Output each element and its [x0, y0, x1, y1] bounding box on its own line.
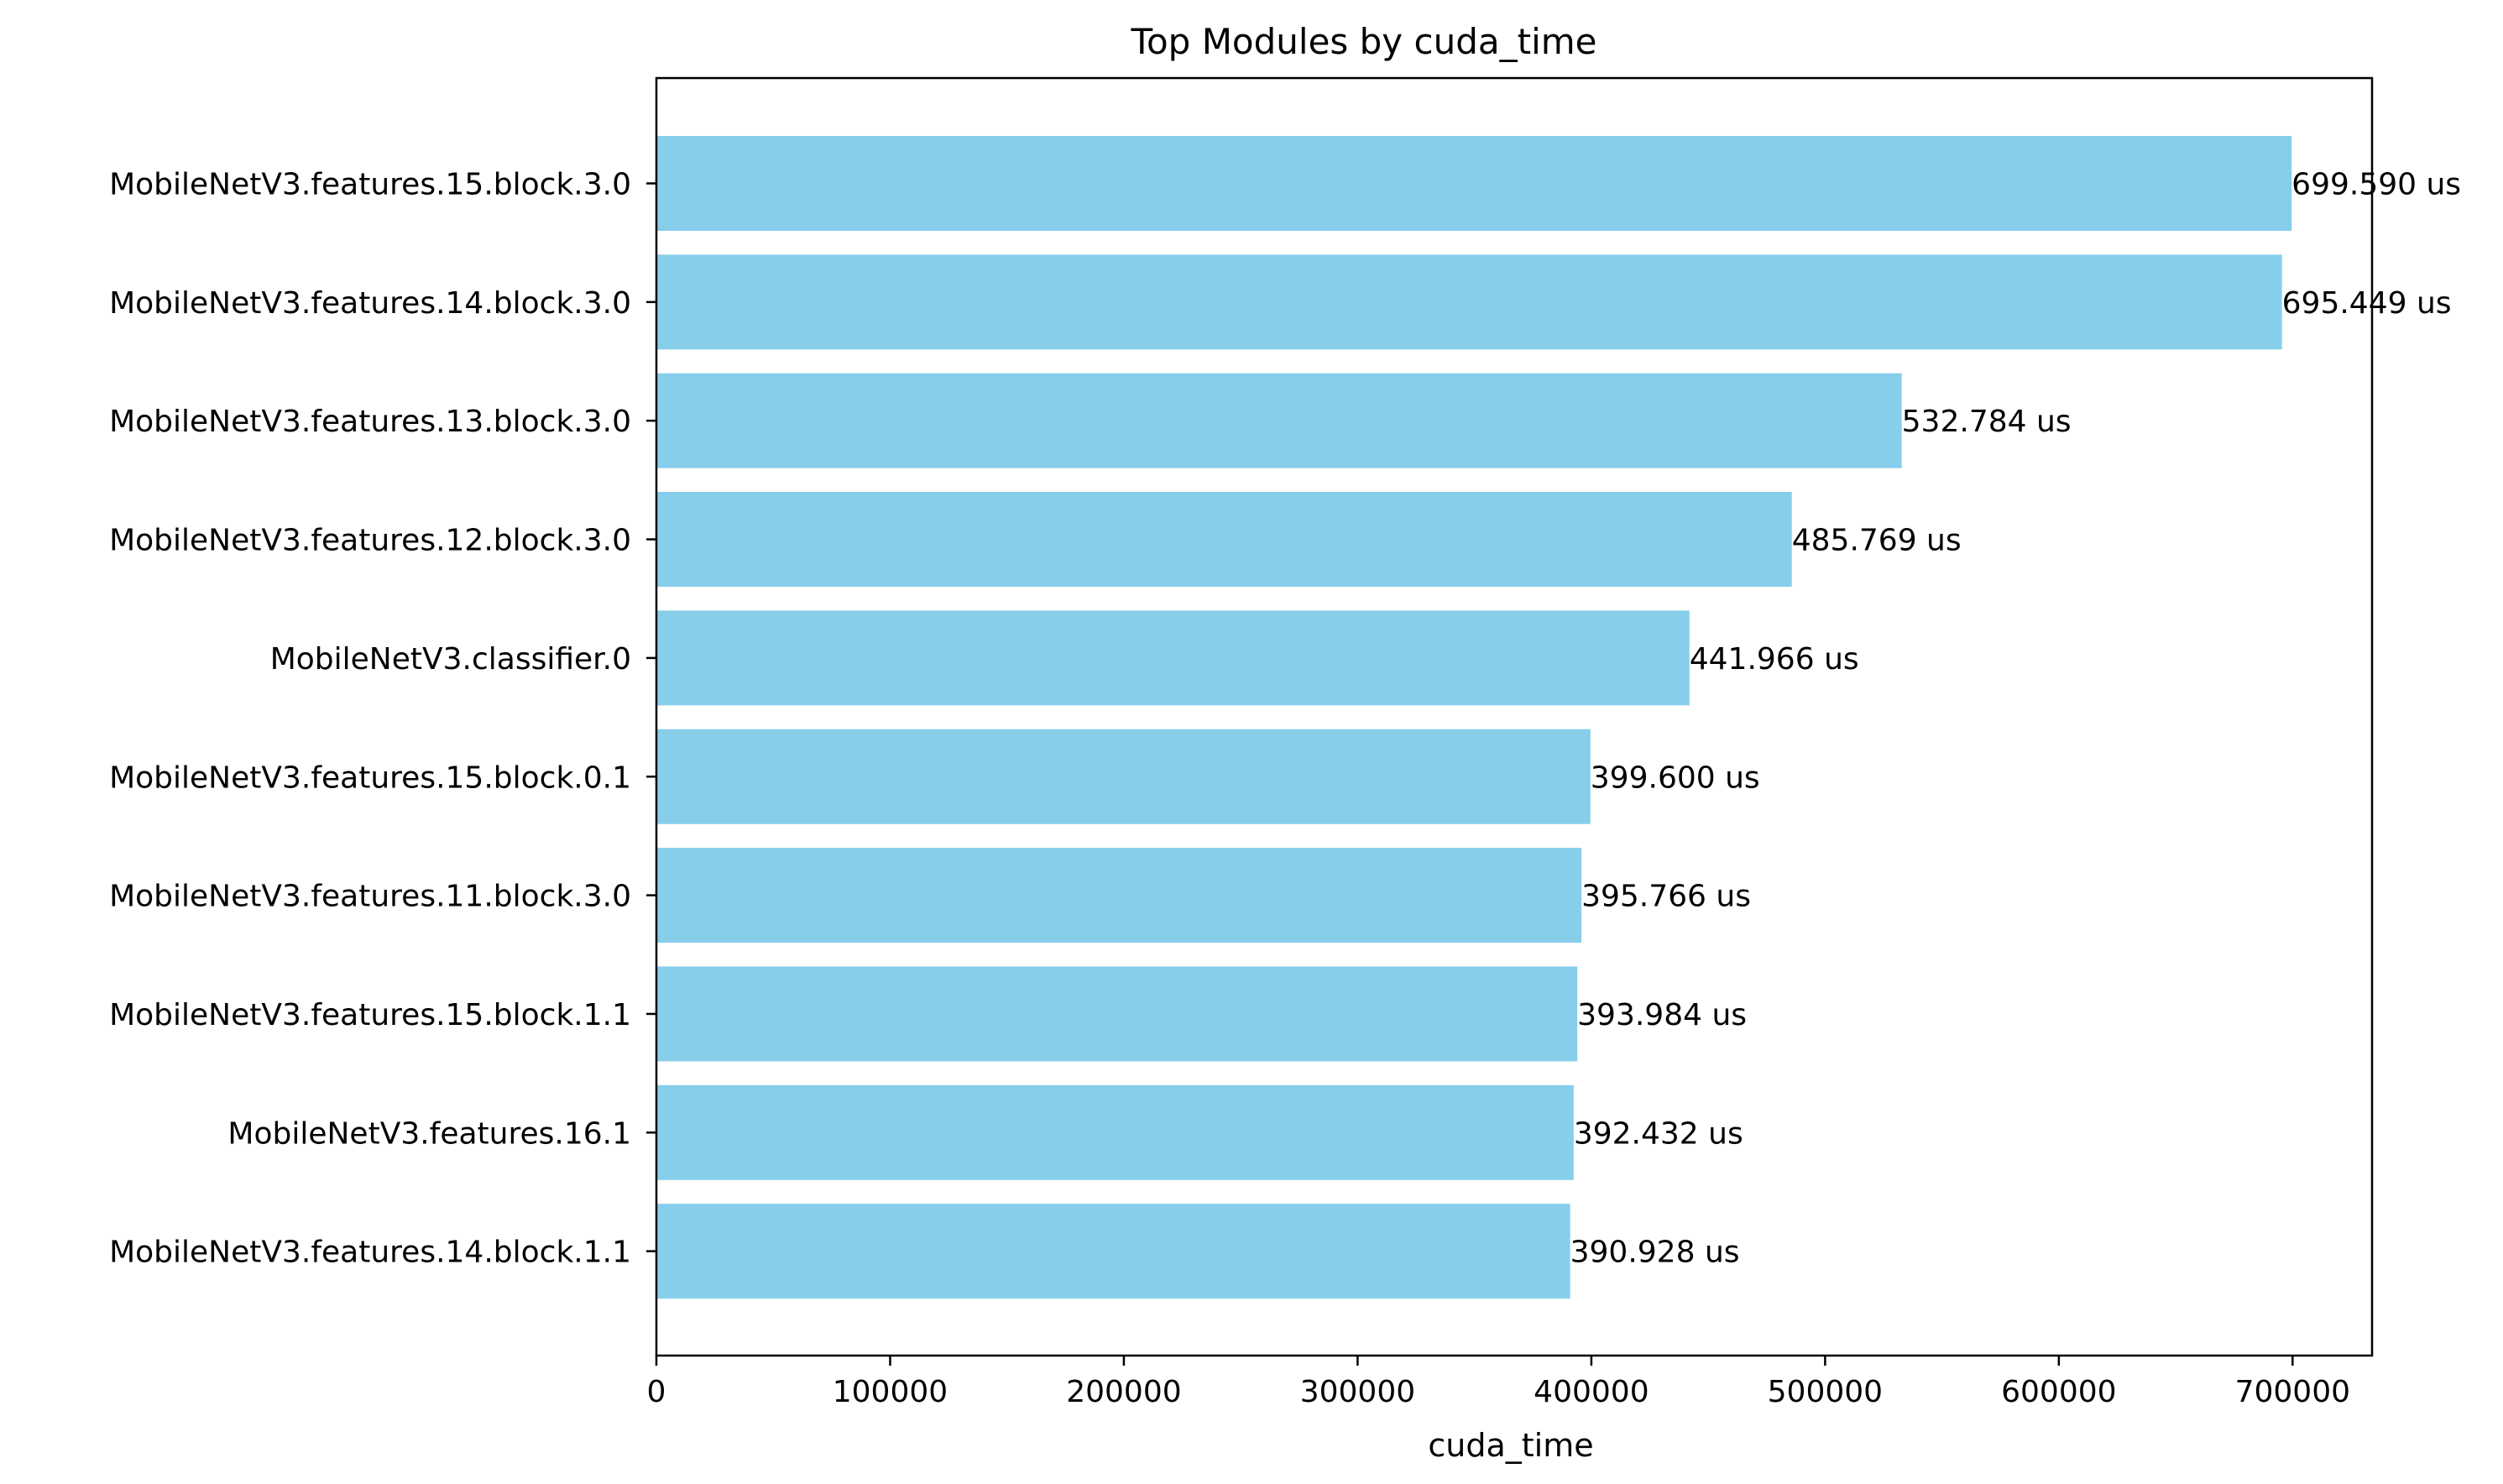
- bar: [656, 254, 2282, 350]
- data-label: 399.600 us: [1591, 760, 1760, 795]
- bar: [656, 492, 1792, 588]
- data-label: 485.769 us: [1792, 524, 1962, 558]
- x-ticks: 0 100000 200000 300000 400000 500000 600000 700…: [647, 1356, 2350, 1409]
- data-label: 699.590 us: [2291, 168, 2461, 202]
- y-tick-label: MobileNetV3.classifier.0: [270, 642, 631, 677]
- x-tick-label: 400000: [1534, 1375, 1649, 1409]
- bar: [656, 966, 1578, 1062]
- bar: [656, 1084, 1574, 1180]
- x-tick-label: 200000: [1066, 1375, 1181, 1409]
- data-label: 395.766 us: [1581, 880, 1751, 914]
- x-tick-label: 600000: [2001, 1375, 2116, 1409]
- y-tick-label: MobileNetV3.features.13.block.3.0: [109, 405, 631, 439]
- y-tick-label: MobileNetV3.features.11.block.3.0: [109, 880, 631, 914]
- data-labels: 699.590 us 695.449 us 532.784 us 485.769 us…: [1570, 168, 2461, 1270]
- x-tick-label: 500000: [1768, 1375, 1883, 1409]
- x-tick-label: 300000: [1300, 1375, 1415, 1409]
- y-tick-labels: MobileNetV3.features.15.block.3.0 MobileN…: [109, 168, 656, 1270]
- bar: [656, 373, 1902, 468]
- x-tick-label: 700000: [2235, 1375, 2350, 1409]
- data-label: 392.432 us: [1574, 1116, 1743, 1151]
- data-label: 695.449 us: [2282, 286, 2452, 321]
- bar: [656, 1204, 1570, 1299]
- y-tick-label: MobileNetV3.features.14.block.1.1: [109, 1236, 631, 1270]
- y-tick-label: MobileNetV3.features.15.block.0.1: [109, 760, 631, 795]
- bar: [656, 729, 1591, 824]
- y-tick-label: MobileNetV3.features.12.block.3.0: [109, 524, 631, 558]
- y-tick-label: MobileNetV3.features.15.block.3.0: [109, 168, 631, 202]
- x-tick-label: 100000: [833, 1375, 948, 1409]
- data-label: 393.984 us: [1577, 998, 1747, 1032]
- x-axis-label: cuda_time: [1428, 1427, 1593, 1464]
- y-tick-label: MobileNetV3.features.14.block.3.0: [109, 286, 631, 321]
- plot-frame: [655, 76, 2374, 1357]
- data-label: 390.928 us: [1570, 1236, 1740, 1270]
- data-label: 441.966 us: [1690, 642, 1859, 677]
- y-tick-label: MobileNetV3.features.16.1: [227, 1116, 631, 1151]
- y-tick-label: MobileNetV3.features.15.block.1.1: [109, 998, 631, 1032]
- bar: [656, 610, 1690, 706]
- x-tick-label: 0: [647, 1375, 666, 1409]
- bars-group: [656, 136, 2292, 1299]
- bar: [656, 136, 2292, 231]
- data-label: 532.784 us: [1902, 405, 2072, 439]
- bar: [656, 848, 1582, 943]
- chart-title: Top Modules by cuda_time: [1130, 21, 1596, 62]
